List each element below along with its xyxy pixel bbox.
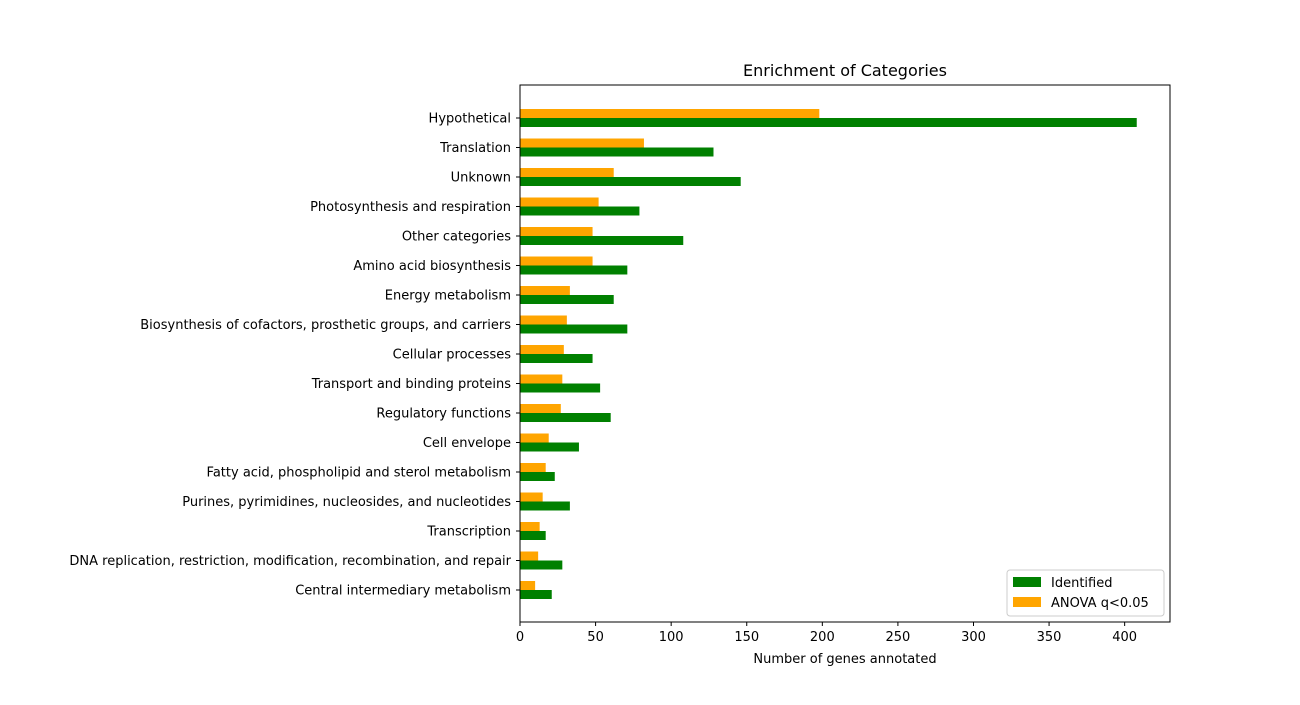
bar-identified — [520, 236, 684, 245]
x-tick-label: 100 — [659, 630, 684, 645]
bar-anova — [520, 256, 593, 266]
plot-frame — [519, 84, 1171, 623]
chart-title: Enrichment of Categories — [743, 61, 947, 80]
y-tick-label: Translation — [439, 141, 511, 156]
x-ticks: 0 50 100 150 200 250 300 350 400 — [516, 622, 1137, 645]
bar-anova — [520, 315, 567, 325]
bar-anova — [520, 109, 820, 118]
legend-label: ANOVA q<0.05 — [1051, 596, 1149, 611]
y-tick-label: Amino acid biosynthesis — [353, 259, 511, 274]
bar-anova — [520, 551, 539, 561]
bar-anova — [520, 463, 546, 472]
y-tick-label: Fatty acid, phospholipid and sterol meta… — [207, 466, 511, 481]
bar-anova — [520, 433, 549, 443]
legend-swatch — [1013, 577, 1041, 587]
x-tick-label: 200 — [810, 630, 835, 645]
x-tick-label: 350 — [1037, 630, 1062, 645]
bar-identified — [520, 295, 614, 304]
y-tick-label: Energy metabolism — [385, 289, 511, 304]
x-tick-label: 250 — [885, 630, 910, 645]
bar-identified — [520, 501, 570, 511]
legend: Identified ANOVA q<0.05 — [1006, 569, 1165, 617]
y-tick-label: Cell envelope — [423, 436, 511, 451]
x-tick-label: 400 — [1112, 630, 1137, 645]
bars-layer — [520, 109, 1137, 599]
bar-identified — [520, 177, 741, 186]
y-tick-label: Hypothetical — [429, 112, 511, 127]
bar-identified — [520, 590, 552, 599]
y-tick-label: Other categories — [402, 230, 511, 245]
bar-identified — [520, 147, 714, 157]
bar-identified — [520, 206, 640, 216]
legend-label: Identified — [1051, 576, 1112, 591]
y-tick-label: Biosynthesis of cofactors, prosthetic gr… — [140, 318, 511, 333]
bar-anova — [520, 522, 540, 531]
y-tick-label: Photosynthesis and respiration — [310, 200, 511, 215]
bar-identified — [520, 324, 628, 334]
bar-identified — [520, 354, 593, 363]
bar-identified — [520, 118, 1137, 127]
y-tick-label: Unknown — [451, 171, 511, 186]
x-tick-label: 150 — [734, 630, 759, 645]
legend-box — [1006, 569, 1165, 617]
bar-identified — [520, 442, 579, 452]
x-tick-label: 50 — [587, 630, 604, 645]
x-tick-label: 300 — [961, 630, 986, 645]
bar-anova — [520, 404, 561, 413]
x-tick-label: 0 — [516, 630, 524, 645]
y-tick-label: Purines, pyrimidines, nucleosides, and n… — [182, 495, 511, 510]
bar-identified — [520, 560, 563, 570]
bar-identified — [520, 472, 555, 481]
bar-anova — [520, 286, 570, 295]
bar-identified — [520, 265, 628, 275]
y-tick-label: Cellular processes — [393, 348, 512, 363]
bar-anova — [520, 227, 593, 236]
y-tick-label: Transcription — [426, 525, 511, 540]
legend-swatch — [1013, 597, 1041, 607]
y-tick-label: DNA replication, restriction, modificati… — [69, 554, 511, 569]
y-tick-label: Transport and binding proteins — [311, 377, 512, 392]
y-tick-label: Regulatory functions — [376, 407, 511, 422]
bar-anova — [520, 138, 644, 148]
bar-anova — [520, 374, 563, 384]
bar-anova — [520, 197, 599, 207]
bar-anova — [520, 345, 564, 354]
bar-anova — [520, 581, 536, 590]
bar-identified — [520, 531, 546, 540]
bar-anova — [520, 492, 543, 502]
bar-identified — [520, 413, 611, 422]
x-axis-label: Number of genes annotated — [753, 652, 936, 667]
y-tick-label: Central intermediary metabolism — [295, 584, 511, 599]
y-ticks: Hypothetical Translation Unknown Photosynth… — [69, 112, 520, 599]
bar-anova — [520, 168, 614, 177]
bar-identified — [520, 383, 601, 393]
